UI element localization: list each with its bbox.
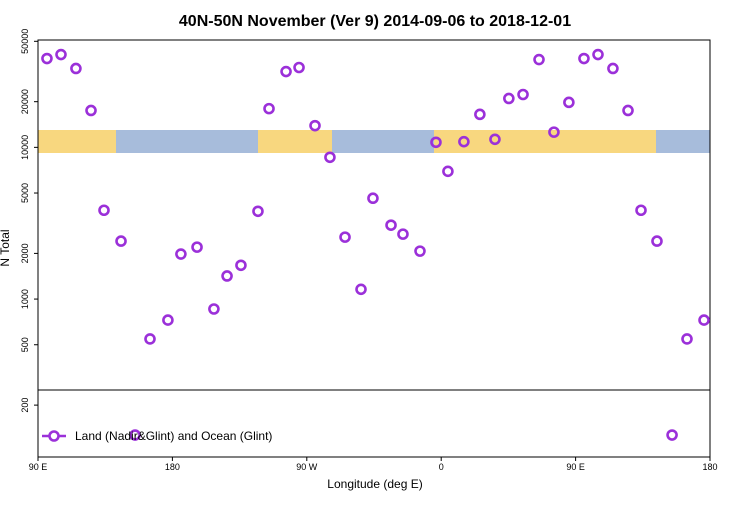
map-band	[38, 130, 710, 153]
x-axis-label: Longitude (deg E)	[327, 477, 422, 491]
y-tick-label: 1000	[20, 289, 30, 309]
point	[548, 126, 560, 138]
point	[235, 259, 247, 272]
point	[578, 52, 590, 65]
point	[85, 104, 97, 117]
point	[355, 283, 367, 296]
point	[339, 231, 351, 243]
point	[309, 119, 321, 132]
point	[651, 235, 663, 247]
legend-label: Land (Nadir&Glint) and Ocean (Glint)	[75, 429, 272, 443]
point	[666, 429, 678, 441]
point	[533, 53, 545, 66]
land	[434, 130, 656, 153]
y-axis-label: N Total	[0, 229, 12, 266]
point	[414, 245, 426, 257]
point	[263, 102, 275, 115]
point	[474, 108, 486, 121]
point	[517, 88, 529, 101]
point	[175, 248, 187, 260]
point	[129, 429, 141, 441]
point	[592, 48, 604, 61]
point	[293, 61, 305, 74]
y-tick-label: 20000	[20, 89, 30, 114]
point	[397, 228, 409, 240]
y-tick-label: 2000	[20, 243, 30, 263]
y-tick-label: 5000	[20, 183, 30, 203]
plot-frame	[37, 39, 711, 458]
point	[442, 165, 454, 178]
point	[162, 314, 174, 326]
point	[221, 270, 233, 282]
y-tick-label: 200	[20, 398, 30, 413]
point	[191, 241, 203, 253]
point	[280, 65, 292, 78]
point	[252, 205, 264, 218]
x-tick-label: 180	[165, 462, 180, 472]
point	[41, 52, 53, 65]
point	[698, 314, 710, 326]
point	[458, 135, 470, 148]
point	[607, 62, 619, 75]
point	[563, 96, 575, 109]
x-tick-label: 180	[702, 462, 717, 472]
point	[324, 151, 336, 164]
y-tick-label: 10000	[20, 135, 30, 160]
point	[144, 333, 156, 345]
point	[385, 219, 397, 231]
y-tick-label: 50000	[20, 29, 30, 54]
point	[681, 333, 693, 345]
y-tick-label: 500	[20, 337, 30, 352]
point	[367, 192, 379, 205]
point	[622, 104, 634, 117]
point	[70, 62, 82, 75]
point	[489, 133, 501, 146]
point	[635, 204, 647, 217]
land	[258, 130, 332, 153]
point	[55, 48, 67, 61]
x-tick-label: 90 E	[29, 462, 48, 472]
point	[98, 204, 110, 217]
chart-title: 40N-50N November (Ver 9) 2014-09-06 to 2…	[179, 13, 571, 30]
point	[430, 136, 442, 149]
point	[503, 92, 515, 105]
x-tick-label: 0	[439, 462, 444, 472]
point	[115, 235, 127, 247]
point	[208, 303, 220, 315]
legend-marker	[48, 430, 60, 442]
x-tick-label: 90 E	[566, 462, 585, 472]
x-tick-label: 90 W	[296, 462, 318, 472]
land	[38, 130, 116, 153]
